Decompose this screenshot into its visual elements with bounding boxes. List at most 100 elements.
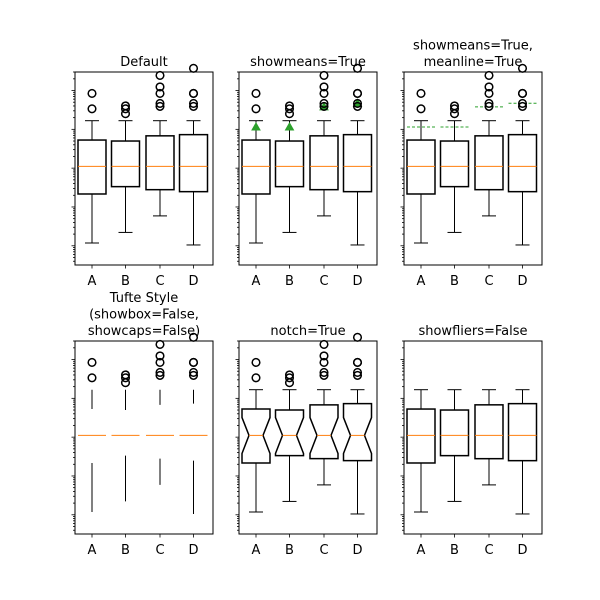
panel-3: showmeans=True, meanline=True A B C D [400, 39, 543, 289]
box-a [406, 88, 436, 244]
panel-title-line: Tufte Style [109, 291, 178, 306]
iqr-box [274, 140, 305, 188]
iqr-box [439, 409, 470, 457]
flier-point [155, 82, 165, 92]
box-d [507, 389, 538, 515]
box-b [439, 389, 470, 502]
panel-title-line: notch=True [270, 324, 345, 339]
box-c [145, 70, 175, 217]
box-b [111, 370, 140, 502]
notched-box [309, 404, 339, 460]
panel-title: Default [120, 55, 168, 70]
flier-point [284, 104, 295, 114]
box-b [439, 101, 470, 233]
flier-point [87, 373, 97, 383]
panel-6: showfliers=False A B C D [400, 324, 543, 558]
panel-title: showmeans=True [250, 55, 366, 70]
flier-point [319, 98, 329, 108]
flier-point [319, 339, 329, 349]
x-tick-label-a: A [417, 543, 426, 558]
panel-title-line: (showbox=False, [89, 308, 199, 323]
flier-point [517, 88, 528, 99]
panel-5: notch=True A B C D [235, 324, 378, 558]
x-tick-label-c: C [484, 274, 493, 289]
iqr-box [309, 135, 339, 191]
x-tick-label-d: D [188, 274, 198, 289]
flier-point [319, 70, 329, 80]
box-b [110, 101, 141, 233]
flier-point [319, 82, 329, 92]
x-tick-label-c: C [155, 543, 164, 558]
x-tick-label-b: B [450, 543, 459, 558]
flier-point [251, 88, 261, 99]
flier-point [120, 373, 131, 383]
flier-point [120, 104, 131, 114]
box-b [274, 370, 305, 502]
iqr-box [507, 133, 538, 193]
box-a [406, 389, 436, 513]
iqr-box [474, 404, 504, 460]
x-tick-label-a: A [88, 543, 97, 558]
panel-title: showfliers=False [418, 324, 527, 339]
flier-point [155, 370, 165, 380]
notched-box [241, 408, 271, 464]
box-d [178, 63, 209, 246]
notched-box [342, 402, 373, 462]
flier-point [449, 104, 460, 114]
iqr-box [110, 140, 141, 188]
x-tick-label-d: D [352, 543, 362, 558]
box-a [241, 357, 271, 513]
flier-point [416, 104, 426, 114]
iqr-box [342, 133, 373, 193]
flier-point [251, 373, 261, 383]
x-tick-label-b: B [121, 543, 130, 558]
x-tick-label-d: D [517, 274, 527, 289]
flier-point [517, 101, 528, 111]
box-d [507, 63, 538, 246]
notched-box [274, 409, 305, 457]
flier-point [484, 70, 494, 80]
flier-point [120, 101, 131, 111]
x-tick-label-c: C [319, 274, 328, 289]
x-tick-label-c: C [484, 543, 493, 558]
x-tick-label-b: B [121, 274, 130, 289]
panel-title: showmeans=True, meanline=True [413, 39, 533, 71]
box-c [309, 70, 339, 217]
x-tick-label-a: A [252, 274, 261, 289]
panel-title-line: showmeans=True, [413, 39, 533, 54]
flier-point [188, 332, 199, 342]
flier-point [352, 367, 363, 377]
x-tick-label-c: C [319, 543, 328, 558]
flier-point [484, 98, 494, 108]
flier-point [319, 101, 329, 111]
flier-point [251, 104, 261, 114]
panel-2: showmeans=True A B C D [235, 55, 378, 289]
box-d [342, 63, 373, 246]
flier-point [155, 339, 165, 349]
x-tick-label-d: D [517, 543, 527, 558]
flier-point [517, 98, 528, 108]
box-d [342, 332, 373, 515]
flier-point [319, 351, 329, 361]
flier-point [155, 70, 165, 80]
box-c [474, 389, 504, 486]
flier-point [155, 367, 165, 377]
flier-point [352, 98, 363, 108]
flier-point [352, 63, 363, 73]
flier-point [517, 63, 528, 73]
panel-title-line: showcaps=False) [88, 324, 200, 339]
flier-point [188, 370, 199, 380]
flier-point [284, 370, 295, 380]
box-a [78, 357, 106, 513]
box-c [474, 70, 504, 217]
box-c [146, 339, 174, 485]
flier-point [188, 357, 199, 368]
x-tick-label-b: B [285, 274, 294, 289]
x-tick-label-b: B [450, 274, 459, 289]
box-c [309, 339, 339, 486]
iqr-box [241, 139, 271, 195]
panel-title-line: Default [120, 55, 168, 70]
panel-1: Default A B C D [71, 55, 214, 289]
flier-point [87, 104, 97, 114]
